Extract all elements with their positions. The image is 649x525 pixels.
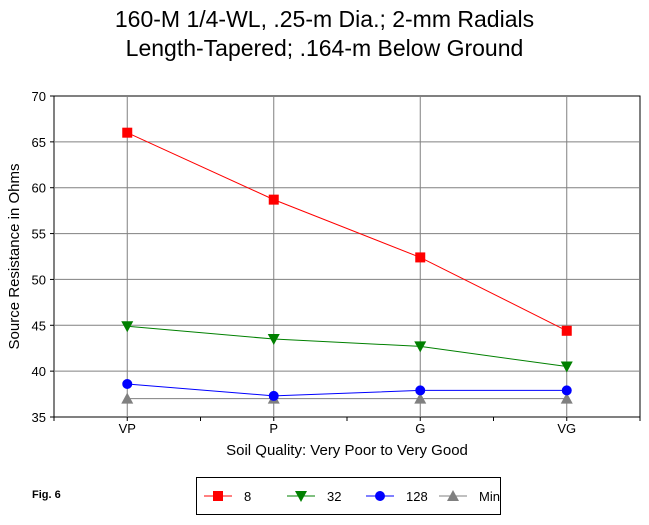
y-tick-label: 70: [32, 89, 46, 104]
data-point: [122, 378, 133, 389]
legend-marker: [375, 491, 385, 501]
y-tick-label: 45: [32, 318, 46, 333]
chart-title-line-2: Length-Tapered; .164-m Below Ground: [125, 35, 524, 61]
series-min: [121, 392, 573, 404]
series-128: [122, 378, 572, 401]
y-tick-label: 50: [32, 272, 46, 287]
series-32: [121, 321, 573, 373]
y-tick-label: 40: [32, 364, 46, 379]
series-line: [127, 383, 567, 397]
data-point: [122, 127, 133, 138]
data-point: [415, 385, 426, 396]
legend-marker: [213, 491, 223, 501]
plot-area: [53, 95, 641, 418]
x-tick-label: VG: [557, 421, 576, 436]
x-tick-label: G: [415, 421, 425, 436]
series-line: [127, 132, 567, 332]
legend-item-32: 32: [287, 489, 341, 504]
legend-label: 32: [327, 489, 341, 504]
legend-label: 8: [244, 489, 251, 504]
x-tick-label: VP: [119, 421, 136, 436]
chart-title-line-1: 160-M 1/4-WL, .25-m Dia.; 2-mm Radials: [114, 6, 535, 32]
series-8: [122, 127, 572, 336]
legend-item-128: 128: [366, 489, 428, 504]
y-tick-label: 60: [32, 181, 46, 196]
legend-label: 128: [406, 489, 428, 504]
x-axis-label: Soil Quality: Very Poor to Very Good: [226, 442, 468, 459]
legend: [196, 477, 501, 515]
data-point: [121, 392, 134, 404]
legend-marker: [295, 491, 307, 502]
legend-item-min: Min: [439, 489, 500, 504]
legend-item-8: 8: [204, 489, 251, 504]
data-point: [415, 252, 426, 263]
legend-label: Min: [479, 489, 500, 504]
y-axis-label: Source Resistance in Ohms: [6, 164, 23, 350]
data-point: [268, 390, 279, 401]
data-point: [561, 385, 572, 396]
data-point: [561, 325, 572, 336]
data-point: [414, 392, 427, 404]
y-tick-label: 55: [32, 227, 46, 242]
legend-marker: [447, 490, 459, 501]
data-point: [121, 321, 134, 333]
x-tick-label: P: [269, 421, 278, 436]
data-point: [268, 194, 279, 205]
data-point: [560, 361, 573, 373]
y-tick-label: 35: [32, 410, 46, 425]
data-point: [414, 341, 427, 353]
data-point: [267, 334, 280, 346]
figure-label: Fig. 6: [32, 489, 61, 501]
y-tick-label: 65: [32, 135, 46, 150]
series-line: [127, 325, 567, 368]
data-point: [560, 392, 573, 404]
